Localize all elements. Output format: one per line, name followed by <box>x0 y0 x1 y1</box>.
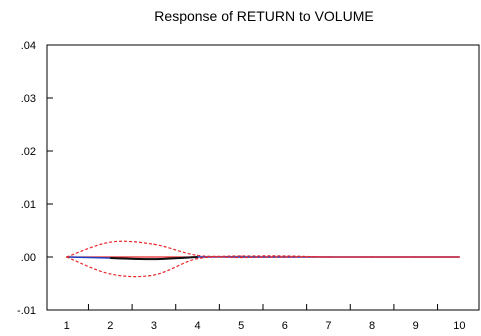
y-tick-label: -.01 <box>17 305 36 317</box>
y-tick-label: .00 <box>21 252 36 264</box>
x-tick-label: 10 <box>453 320 465 332</box>
point-lower-band <box>66 256 68 258</box>
x-tick-label: 3 <box>151 320 157 332</box>
point-upper-band <box>109 241 111 243</box>
x-tick-label: 7 <box>325 320 331 332</box>
series-response-emphasis <box>110 256 198 261</box>
point-lower-band <box>109 273 111 275</box>
series-upper-band <box>66 240 460 258</box>
series-lower-band <box>66 256 460 278</box>
x-tick-label: 8 <box>369 320 375 332</box>
x-tick-label: 2 <box>107 320 113 332</box>
x-tick-label: 1 <box>64 320 70 332</box>
y-tick-label: .01 <box>21 199 36 211</box>
point-lower-band <box>327 256 330 258</box>
x-tick-label: 4 <box>194 320 200 332</box>
point-lower-band <box>284 256 286 258</box>
x-tick-label: 5 <box>238 320 244 332</box>
point-lower-band <box>240 256 242 259</box>
plot-area: -.01 .00 .01 .02 .03 .04 1 2 3 4 5 6 7 8 9 10 <box>17 40 480 332</box>
chart-title: Response of RETURN to VOLUME <box>154 8 373 24</box>
point-lower-band <box>371 256 373 258</box>
y-tick-label: .04 <box>21 40 36 52</box>
y-tick-label: .02 <box>21 146 36 158</box>
point-upper-band <box>153 243 155 245</box>
x-tick-label: 9 <box>413 320 419 332</box>
plot-frame <box>46 44 480 311</box>
point-upper-band <box>240 255 242 257</box>
point-lower-band <box>458 256 460 258</box>
point-upper-band <box>284 255 286 257</box>
point-upper-band <box>196 254 199 257</box>
point-lower-band <box>196 257 199 260</box>
y-tick-label: .03 <box>21 93 36 105</box>
point-lower-band <box>153 274 155 276</box>
x-tick-label: 6 <box>282 320 288 332</box>
point-lower-band <box>415 256 417 258</box>
